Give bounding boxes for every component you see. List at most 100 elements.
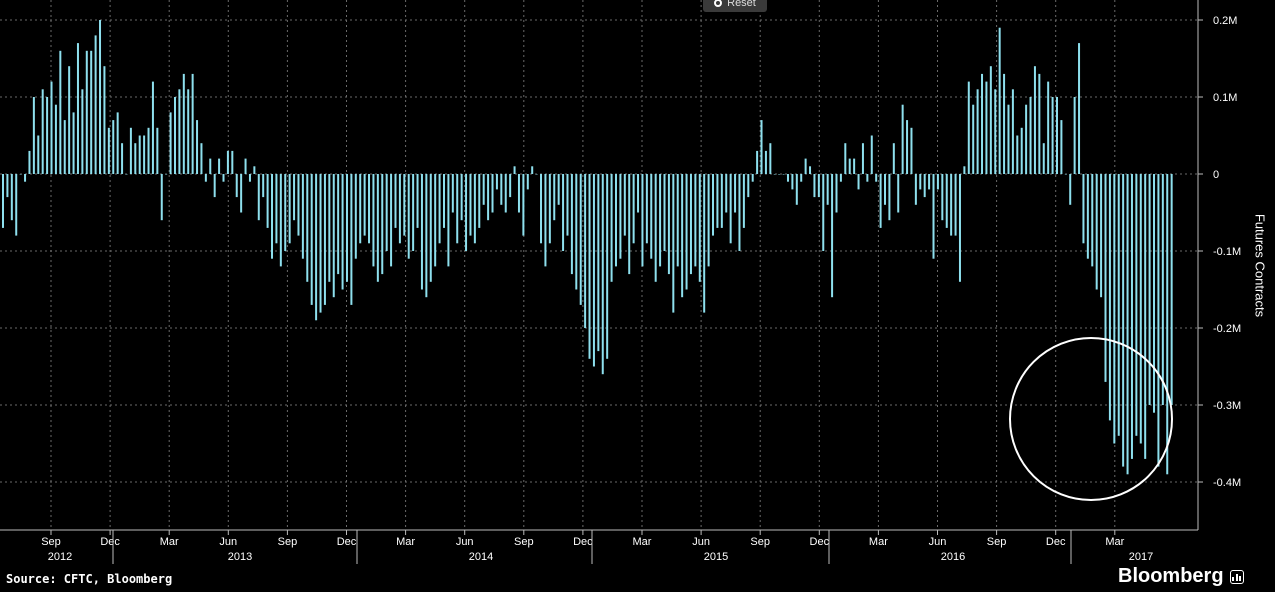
bar <box>601 174 604 375</box>
x-tick-label: Dec <box>573 536 593 548</box>
bar <box>429 174 432 282</box>
x-tick-label: Jun <box>219 536 237 548</box>
bloomberg-terminal-icon <box>1229 569 1244 584</box>
bar <box>513 166 516 174</box>
bar <box>456 174 459 244</box>
bar <box>848 158 851 174</box>
bar <box>1091 174 1094 267</box>
bar <box>279 174 282 267</box>
bar <box>90 50 93 174</box>
bar <box>663 174 666 251</box>
bar <box>1166 174 1169 475</box>
x-year-label: 2016 <box>941 551 965 563</box>
bar <box>187 89 190 174</box>
bar <box>381 174 384 275</box>
bar <box>729 174 732 244</box>
bar <box>950 174 953 236</box>
bar <box>853 158 856 174</box>
bar <box>1148 174 1151 405</box>
bar <box>641 174 644 267</box>
bar <box>1117 174 1120 436</box>
bar <box>570 174 573 275</box>
bar <box>41 89 44 174</box>
x-tick-label: Sep <box>41 536 61 548</box>
bar <box>839 174 842 182</box>
bar <box>1135 174 1138 436</box>
reset-icon <box>714 0 723 7</box>
bar <box>50 81 53 174</box>
bar <box>1033 66 1036 174</box>
bar <box>107 127 110 174</box>
brand-name: Bloomberg <box>1118 565 1224 587</box>
bar <box>835 174 838 213</box>
bar <box>764 150 767 174</box>
bar <box>46 97 49 174</box>
bar <box>1020 127 1023 174</box>
bar <box>1047 81 1050 174</box>
bar <box>420 174 423 290</box>
bar <box>178 89 181 174</box>
bar <box>328 174 331 282</box>
bar <box>822 174 825 251</box>
x-tick-label: Sep <box>514 536 534 548</box>
bar <box>614 174 617 267</box>
bar <box>231 150 234 174</box>
bar <box>85 50 88 174</box>
x-tick-label: Jun <box>692 536 710 548</box>
bar <box>32 97 35 174</box>
x-tick-label: Sep <box>750 536 770 548</box>
bar <box>394 174 397 228</box>
bar <box>125 174 128 175</box>
bar <box>81 89 84 174</box>
bar <box>359 174 362 244</box>
bar <box>345 174 348 282</box>
bar <box>341 174 344 290</box>
bar <box>491 174 494 213</box>
bar <box>509 174 512 198</box>
bar <box>76 43 79 174</box>
x-year-label: 2017 <box>1129 551 1153 563</box>
bar <box>778 174 781 175</box>
bar <box>588 174 591 359</box>
bar <box>248 174 251 182</box>
bar <box>266 174 269 228</box>
bar <box>698 174 701 282</box>
bar <box>235 174 238 198</box>
bar <box>1055 97 1058 174</box>
x-tick-label: Mar <box>160 536 179 548</box>
bar <box>412 174 415 251</box>
bar <box>1170 174 1173 405</box>
bar <box>1082 174 1085 244</box>
bar <box>857 174 860 190</box>
bar <box>804 158 807 174</box>
bar <box>218 158 221 174</box>
bar <box>712 174 715 236</box>
bar <box>1153 174 1156 413</box>
bar <box>707 174 710 267</box>
highlight-circle <box>1009 337 1173 501</box>
bar <box>310 174 313 305</box>
bar <box>875 174 878 182</box>
bar <box>985 81 988 174</box>
bar <box>791 174 794 190</box>
bar <box>103 66 106 174</box>
bar <box>637 174 640 213</box>
bar <box>222 174 225 182</box>
bar <box>742 174 745 228</box>
bar <box>129 127 132 174</box>
bar <box>936 174 939 190</box>
bar <box>24 174 27 182</box>
bar <box>579 174 582 305</box>
bar <box>932 174 935 259</box>
bar <box>398 174 401 244</box>
reset-button[interactable]: Reset <box>703 0 767 12</box>
bar <box>147 127 150 174</box>
bar <box>998 27 1001 175</box>
bar <box>751 174 754 182</box>
bar <box>760 120 763 174</box>
bar <box>575 174 578 290</box>
bar <box>535 174 538 175</box>
bar <box>610 174 613 282</box>
y-tick-label: 0.2M <box>1213 15 1237 27</box>
bar <box>1051 97 1054 174</box>
